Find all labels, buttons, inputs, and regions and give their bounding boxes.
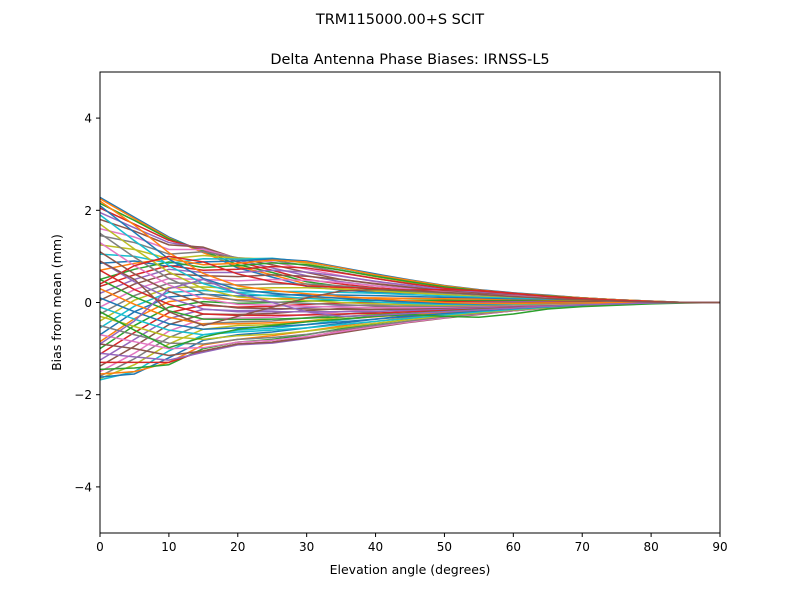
x-tick-label: 30 bbox=[299, 540, 314, 554]
series-line bbox=[100, 200, 720, 305]
y-tick-label: 4 bbox=[84, 112, 92, 126]
x-tick-label: 80 bbox=[643, 540, 658, 554]
chart-suptitle: TRM115000.00+S SCIT bbox=[315, 12, 484, 28]
x-tick-label: 40 bbox=[368, 540, 383, 554]
series-line bbox=[100, 278, 720, 345]
x-axis: 0 10 20 30 40 50 60 70 80 90 bbox=[96, 533, 728, 554]
x-tick-label: 20 bbox=[230, 540, 245, 554]
x-tick-label: 60 bbox=[506, 540, 521, 554]
x-tick-label: 70 bbox=[575, 540, 590, 554]
y-tick-label: 2 bbox=[84, 204, 92, 218]
chart-title: Delta Antenna Phase Biases: IRNSS-L5 bbox=[270, 52, 549, 68]
x-tick-label: 10 bbox=[161, 540, 176, 554]
x-tick-label: 90 bbox=[712, 540, 727, 554]
x-tick-label: 0 bbox=[96, 540, 104, 554]
y-tick-label: −4 bbox=[74, 480, 92, 494]
series-group bbox=[100, 196, 720, 381]
series-line bbox=[100, 260, 720, 327]
series-line bbox=[100, 301, 720, 349]
y-tick-label: −2 bbox=[74, 388, 92, 402]
y-axis: −4 −2 0 2 4 bbox=[74, 112, 100, 494]
x-tick-label: 50 bbox=[437, 540, 452, 554]
y-axis-label: Bias from mean (mm) bbox=[49, 234, 64, 371]
x-axis-label: Elevation angle (degrees) bbox=[330, 562, 491, 577]
y-tick-label: 0 bbox=[84, 296, 92, 310]
